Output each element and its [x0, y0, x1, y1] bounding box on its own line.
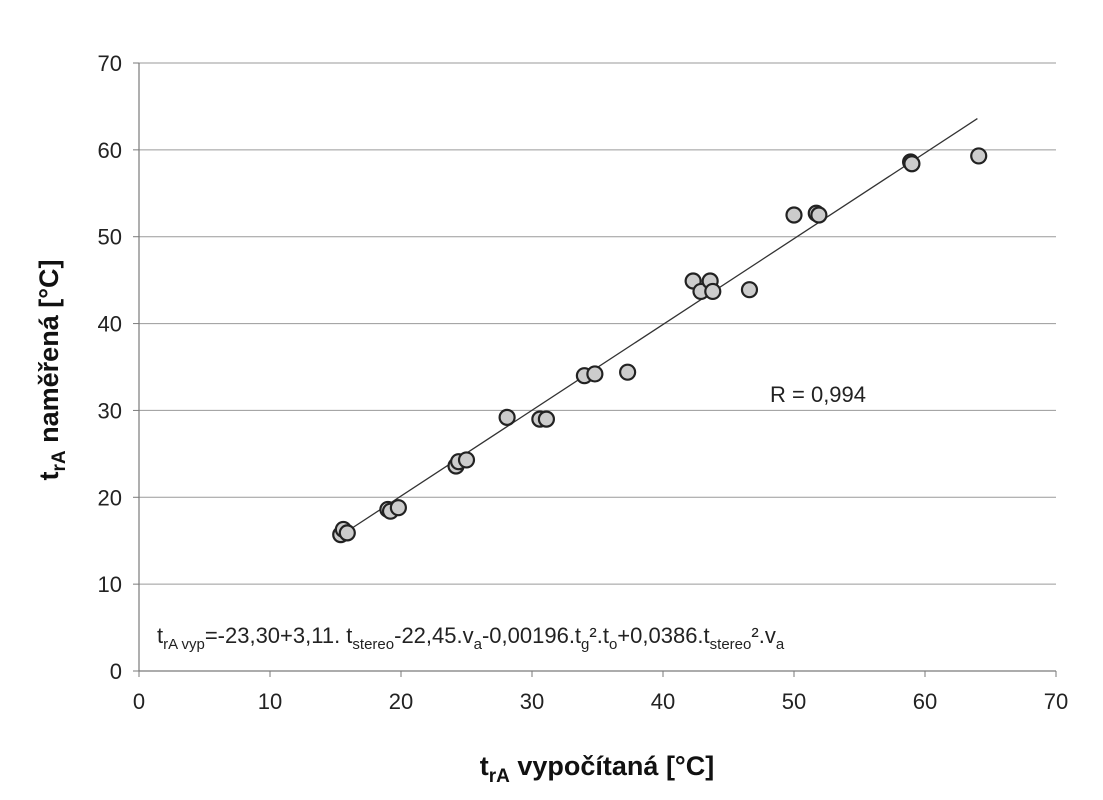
x-axis-title-text: vypočítaná [°C]	[510, 751, 714, 781]
data-point	[537, 410, 556, 428]
data-point	[338, 524, 356, 542]
data-point	[810, 206, 828, 224]
y-axis-title-symbol: t	[34, 471, 64, 480]
data-point	[498, 408, 516, 426]
y-tick-label: 40	[98, 312, 122, 337]
y-tick-label: 20	[98, 485, 122, 510]
data-point	[619, 363, 637, 381]
x-tick-label: 10	[258, 689, 282, 714]
data-points	[332, 147, 988, 544]
data-point	[389, 499, 407, 517]
y-tick-label: 70	[98, 51, 122, 76]
x-axis-title-symbol: t	[480, 751, 489, 781]
equation-subscript: a	[474, 636, 483, 653]
y-axis-title-text: naměřená [°C]	[34, 260, 64, 451]
y-tick-label: 0	[110, 659, 122, 684]
y-tick-label: 30	[98, 398, 122, 423]
data-point	[457, 451, 476, 469]
axes	[133, 62, 1057, 677]
regression-equation: trA vyp=-23,30+3,11. tstereo-22,45.va-0,…	[157, 623, 785, 653]
data-point	[785, 206, 803, 224]
equation-text: t	[157, 623, 163, 648]
equation-subscript: g	[581, 636, 589, 653]
trendline	[341, 118, 978, 536]
data-point	[704, 282, 722, 301]
y-tick-labels: 0 10 20 30 40 50 60 70	[98, 51, 122, 684]
x-tick-label: 50	[782, 689, 806, 714]
data-point	[586, 365, 604, 383]
equation-text: -0,00196.t	[482, 623, 581, 648]
x-tick-label: 0	[133, 689, 145, 714]
data-point	[903, 155, 921, 173]
x-tick-label: 30	[520, 689, 544, 714]
x-axis-title-subscript: rA	[489, 766, 510, 787]
data-point	[740, 281, 759, 299]
x-tick-label: 40	[651, 689, 675, 714]
equation-text: ².v	[751, 623, 775, 648]
y-axis-title-subscript: rA	[49, 450, 70, 471]
y-tick-label: 10	[98, 572, 122, 597]
equation-subscript: stereo	[710, 636, 752, 653]
equation-text: +0,0386.t	[617, 623, 709, 648]
equation-text: =-23,30+3,11. t	[205, 623, 353, 648]
x-tick-label: 60	[913, 689, 937, 714]
equation-subscript: o	[609, 636, 617, 653]
y-tick-label: 50	[98, 225, 122, 250]
data-point	[970, 147, 988, 165]
equation-subscript: stereo	[352, 636, 394, 653]
correlation-label: R = 0,994	[770, 382, 866, 407]
x-tick-labels: 0 10 20 30 40 50 60 70	[133, 689, 1068, 714]
equation-text: -22,45.v	[394, 623, 474, 648]
x-tick-label: 20	[389, 689, 413, 714]
equation-subscript: rA vyp	[163, 636, 205, 653]
x-tick-label: 70	[1044, 689, 1068, 714]
equation-subscript: a	[776, 636, 785, 653]
x-axis-title: trA vypočítaná [°C]	[480, 751, 714, 787]
equation-text: ².t	[589, 623, 609, 648]
grid-lines	[139, 62, 1056, 585]
y-axis-title: trA naměřená [°C]	[34, 260, 70, 481]
y-tick-label: 60	[98, 138, 122, 163]
